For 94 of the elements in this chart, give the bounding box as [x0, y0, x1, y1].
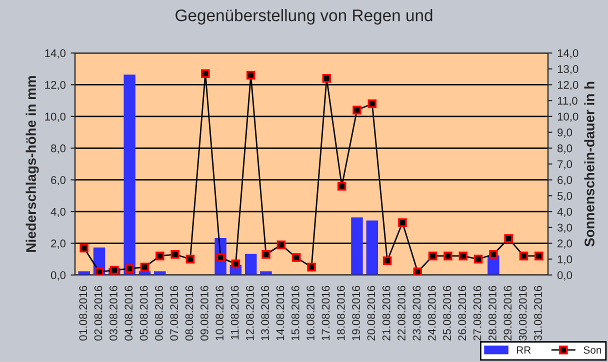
x-tick-label: 27.08.2016 — [473, 286, 482, 340]
y-tick-label: 4,0 — [50, 208, 66, 218]
x-tick-label: 19.08.2016 — [352, 286, 360, 340]
chart-title: Gegenüberstellung von Regen und — [176, 9, 432, 25]
point — [444, 252, 452, 260]
point — [170, 250, 180, 259]
x-tick-label: 25.08.2016 — [443, 286, 451, 340]
point — [110, 266, 119, 275]
y2-tick-label: 8,0 — [558, 144, 572, 154]
point — [307, 262, 316, 272]
x-tick-label: 12.08.2016 — [246, 286, 254, 340]
point — [231, 260, 240, 268]
point — [352, 106, 362, 114]
point — [156, 252, 164, 260]
x-tick-label: 07.08.2016 — [170, 286, 178, 341]
x-tick-label: 30.08.2016 — [518, 286, 527, 341]
y2-tick-label: 6,0 — [558, 176, 572, 186]
point — [413, 267, 422, 275]
point — [246, 70, 256, 80]
point — [428, 252, 438, 260]
bar — [124, 74, 136, 275]
x-tick-label: 14.08.2016 — [276, 286, 284, 340]
point — [216, 253, 225, 262]
point — [458, 252, 468, 260]
point — [262, 250, 270, 259]
y2-tick-label: 9,0 — [558, 128, 572, 138]
y-tick-label: 14,0 — [45, 49, 66, 58]
x-tick-label: 24.08.2016 — [428, 286, 436, 340]
x-tick-label: 17.08.2016 — [322, 286, 330, 340]
y2-tick-label: 1,0 — [558, 255, 572, 265]
legend-label: RR — [516, 346, 531, 354]
x-tick-label: 23.08.2016 — [412, 286, 421, 340]
point — [519, 252, 528, 260]
x-tick-label: 02.08.2016 — [94, 286, 102, 341]
y-tick-label: 12,0 — [45, 80, 66, 90]
y2-axis-title: Sonnenschein-dauer in h — [584, 82, 594, 247]
point — [201, 69, 210, 78]
x-tick-label: 09.08.2016 — [200, 286, 208, 341]
x-tick-label: 13.08.2016 — [261, 286, 269, 340]
x-tick-label: 15.08.2016 — [291, 286, 300, 340]
x-tick-label: 16.08.2016 — [306, 286, 314, 340]
y2-tick-label: 3,0 — [557, 224, 572, 233]
y2-tick-label: 10,0 — [558, 112, 578, 122]
bar — [351, 217, 363, 275]
y-axis-title: Niederschlags-höhe in mm — [26, 76, 39, 252]
y-tick-label: 0,0 — [50, 271, 66, 280]
bar — [366, 220, 378, 275]
y2-tick-label: 13,0 — [558, 65, 578, 74]
x-tick-label: 26.08.2016 — [458, 286, 466, 340]
y2-tick-label: 4,0 — [557, 208, 572, 218]
point — [125, 264, 134, 274]
y2-tick-label: 5,0 — [557, 192, 572, 202]
x-tick-label: 10.08.2016 — [216, 286, 224, 340]
point — [534, 252, 544, 260]
y2-tick-label: 14,0 — [558, 49, 578, 58]
x-tick-label: 06.08.2016 — [155, 286, 163, 341]
point — [504, 234, 513, 243]
point — [94, 267, 104, 275]
x-tick-label: 21.08.2016 — [382, 286, 390, 340]
y2-tick-label: 2,0 — [558, 240, 572, 249]
x-tick-label: 03.08.2016 — [110, 286, 118, 341]
x-tick-label: 31.08.2016 — [534, 286, 542, 341]
y-tick-label: 8,0 — [51, 144, 66, 154]
x-tick-label: 28.08.2016 — [488, 286, 496, 340]
point — [368, 99, 377, 108]
x-tick-label: 20.08.2016 — [367, 286, 376, 340]
y2-tick-label: 11,0 — [558, 96, 578, 106]
x-tick-label: 22.08.2016 — [398, 286, 406, 340]
x-tick-label: 05.08.2016 — [140, 286, 148, 341]
point — [489, 250, 498, 259]
point — [474, 254, 483, 264]
bar — [245, 254, 257, 275]
point — [186, 254, 195, 264]
point — [382, 256, 392, 266]
x-tick-label: 18.08.2016 — [336, 286, 345, 340]
y2-tick-label: 7,0 — [558, 160, 572, 170]
legend-label: Son — [584, 346, 602, 354]
x-tick-label: 11.08.2016 — [230, 286, 239, 340]
point — [398, 218, 407, 228]
y2-tick-label: 12,0 — [558, 80, 578, 90]
x-tick-label: 01.08.2016 — [79, 286, 88, 341]
point — [140, 262, 150, 272]
y-tick-label: 10,0 — [45, 112, 66, 122]
point — [276, 240, 286, 250]
point — [292, 253, 301, 262]
point — [337, 182, 346, 191]
x-tick-label: 04.08.2016 — [124, 286, 133, 341]
x-tick-label: 08.08.2016 — [185, 286, 194, 341]
point — [80, 244, 88, 252]
x-tick-label: 29.08.2016 — [504, 286, 512, 340]
y-tick-label: 6,0 — [51, 176, 66, 186]
y2-tick-label: 0,0 — [557, 271, 572, 280]
y-tick-label: 2,0 — [51, 240, 66, 249]
point — [322, 74, 332, 83]
